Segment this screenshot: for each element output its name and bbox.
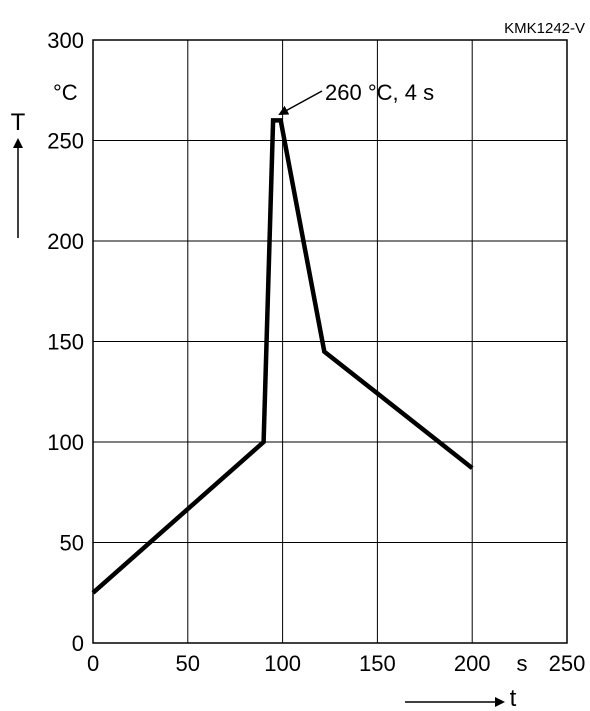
- annotation-arrow-icon: [278, 90, 323, 115]
- y-tick-label: 250: [47, 129, 84, 154]
- series-line: [91, 118, 474, 595]
- y-tick-labels: 0 50 100 150 200 250 300: [47, 28, 84, 656]
- x-tick-label: 50: [176, 651, 200, 676]
- grid-lines: [93, 40, 567, 643]
- plot-frame: [92, 39, 568, 644]
- figure-code-label: KMK1242-V: [504, 20, 585, 37]
- x-unit-label: s: [517, 651, 528, 676]
- y-tick-label: 150: [47, 330, 84, 355]
- y-tick-label: 50: [60, 531, 84, 556]
- x-tick-label: 100: [264, 651, 301, 676]
- y-tick-label: 200: [47, 229, 84, 254]
- x-tick-label: 200: [454, 651, 491, 676]
- y-tick-label: 300: [47, 28, 84, 53]
- y-axis-label: T: [11, 109, 26, 136]
- x-axis-label: t: [510, 685, 517, 711]
- peak-annotation: 260 °C, 4 s: [325, 80, 434, 105]
- x-tick-label: 0: [87, 651, 99, 676]
- x-tick-label: 150: [359, 651, 396, 676]
- x-tick-labels: 0 50 100 150 200 250: [87, 651, 585, 676]
- y-tick-label: 100: [47, 430, 84, 455]
- x-tick-label: 250: [549, 651, 586, 676]
- y-tick-label: 0: [72, 631, 84, 656]
- y-unit-label: °C: [53, 80, 78, 105]
